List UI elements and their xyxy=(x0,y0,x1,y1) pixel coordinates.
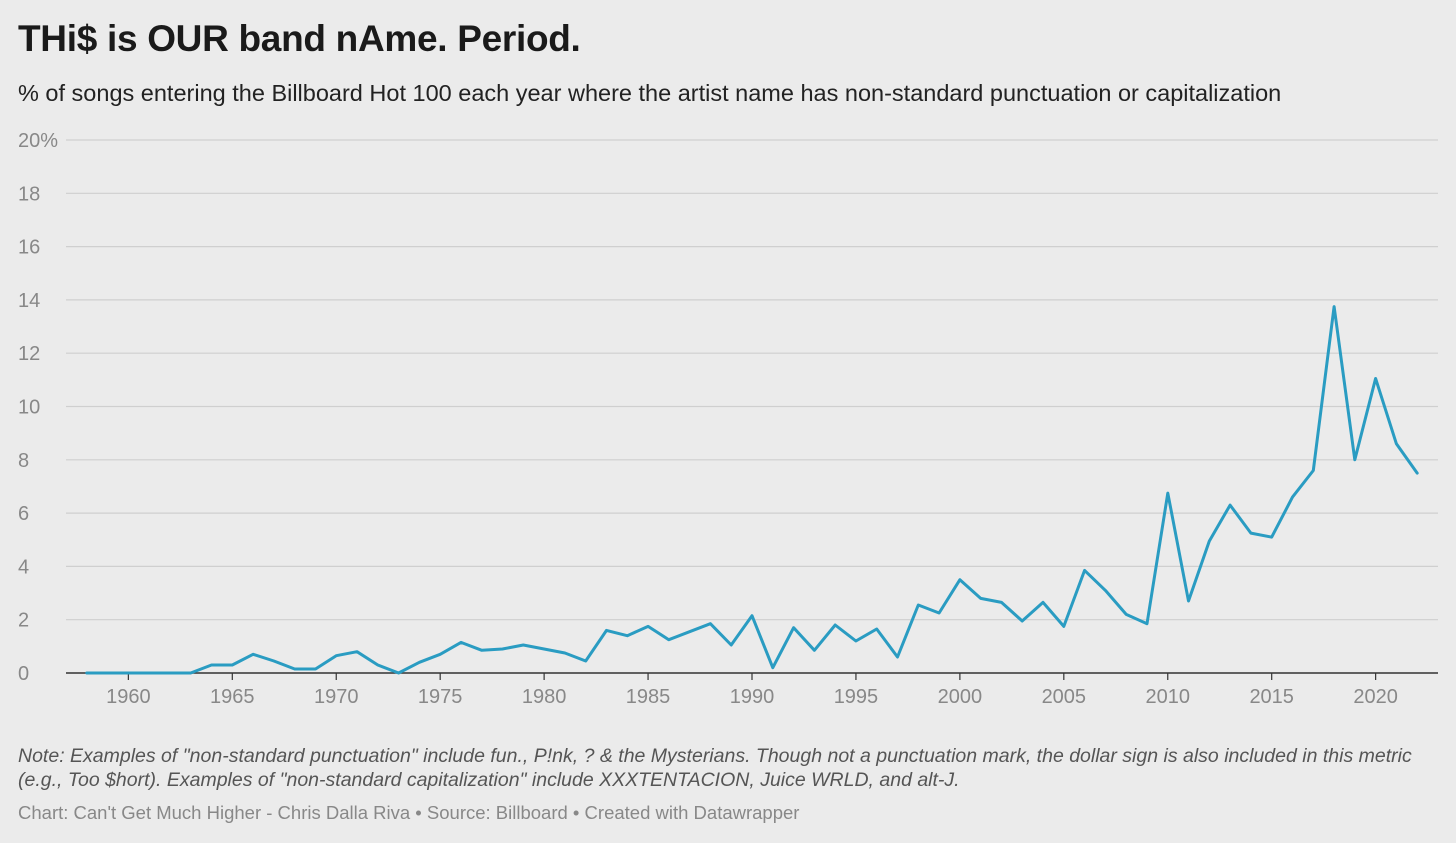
data-point xyxy=(647,625,650,628)
data-point xyxy=(439,653,442,656)
data-point xyxy=(1270,536,1273,539)
series-line-0 xyxy=(85,305,1419,675)
x-tick-label: 1965 xyxy=(210,686,255,708)
data-point xyxy=(1145,622,1148,625)
data-point xyxy=(1416,472,1419,475)
data-point xyxy=(605,629,608,632)
x-tick-label: 2020 xyxy=(1353,686,1398,708)
data-point xyxy=(272,660,275,663)
y-tick-label: 14 xyxy=(18,290,40,312)
y-axis-ticks: 0 2 4 6 8 10 12 14 16 18 20% xyxy=(18,130,58,685)
data-point xyxy=(688,630,691,633)
data-point xyxy=(522,644,525,647)
chart-credits: Chart: Can't Get Much Higher - Chris Dal… xyxy=(18,802,800,823)
data-point xyxy=(1104,589,1107,592)
data-point xyxy=(1042,601,1045,604)
data-point xyxy=(231,664,234,667)
data-point xyxy=(938,612,941,615)
data-point xyxy=(127,672,130,675)
y-tick-label: 8 xyxy=(18,450,29,472)
data-point xyxy=(106,672,109,675)
x-tick-label: 2015 xyxy=(1249,686,1294,708)
chart-title: THi$ is OUR band nAme. Period. xyxy=(18,18,581,59)
data-point xyxy=(148,672,151,675)
data-point xyxy=(1229,504,1232,507)
data-point xyxy=(376,664,379,667)
data-point xyxy=(335,654,338,657)
y-tick-label: 0 xyxy=(18,663,29,685)
data-point xyxy=(314,668,317,671)
data-point xyxy=(730,644,733,647)
data-point xyxy=(792,626,795,629)
x-tick-label: 1985 xyxy=(626,686,671,708)
data-point xyxy=(667,638,670,641)
x-tick-label: 1980 xyxy=(522,686,567,708)
x-tick-label: 2010 xyxy=(1146,686,1191,708)
data-point xyxy=(1374,377,1377,380)
data-point xyxy=(1021,620,1024,623)
x-tick-label: 1995 xyxy=(834,686,879,708)
x-tick-label: 1975 xyxy=(418,686,463,708)
data-point xyxy=(543,648,546,651)
data-point xyxy=(751,614,754,617)
data-point xyxy=(1291,496,1294,499)
y-tick-label: 16 xyxy=(18,237,40,259)
x-axis-ticks: 1960 1965 1970 1975 1980 1985 1990 1995 2000 2005… xyxy=(106,673,1398,708)
data-point xyxy=(958,578,961,581)
data-point xyxy=(1125,613,1128,616)
y-tick-label: 6 xyxy=(18,503,29,525)
x-tick-label: 1960 xyxy=(106,686,151,708)
x-tick-label: 1990 xyxy=(730,686,775,708)
y-tick-label: 4 xyxy=(18,556,29,578)
data-point xyxy=(1353,458,1356,461)
data-point xyxy=(480,649,483,652)
data-point xyxy=(1083,569,1086,572)
data-point xyxy=(854,640,857,643)
data-point xyxy=(834,624,837,627)
data-point xyxy=(584,660,587,663)
data-point xyxy=(1249,532,1252,535)
data-point xyxy=(397,672,400,675)
data-point xyxy=(813,649,816,652)
data-point xyxy=(875,628,878,631)
data-point xyxy=(771,666,774,669)
data-point xyxy=(252,653,255,656)
data-point xyxy=(1395,442,1398,445)
data-point xyxy=(210,664,213,667)
data-point xyxy=(356,650,359,653)
y-tick-label: 20% xyxy=(18,130,58,152)
data-point xyxy=(501,648,504,651)
y-tick-label: 2 xyxy=(18,610,29,632)
data-point xyxy=(896,656,899,659)
data-point xyxy=(1062,625,1065,628)
data-point xyxy=(709,622,712,625)
y-tick-label: 12 xyxy=(18,343,40,365)
x-tick-label: 2005 xyxy=(1042,686,1087,708)
data-point xyxy=(189,672,192,675)
gridlines xyxy=(66,139,1438,674)
data-point xyxy=(979,597,982,600)
data-point xyxy=(85,672,88,675)
data-point xyxy=(626,634,629,637)
data-point xyxy=(418,661,421,664)
data-point xyxy=(1208,540,1211,543)
data-point xyxy=(1000,601,1003,604)
x-tick-label: 2000 xyxy=(938,686,983,708)
series-layer xyxy=(85,305,1419,675)
data-point xyxy=(1187,600,1190,603)
data-point xyxy=(563,652,566,655)
y-tick-label: 18 xyxy=(18,183,40,205)
data-point xyxy=(1312,469,1315,472)
chart-subtitle: % of songs entering the Billboard Hot 10… xyxy=(18,80,1282,106)
data-point xyxy=(1333,305,1336,308)
y-tick-label: 10 xyxy=(18,397,40,419)
x-tick-label: 1970 xyxy=(314,686,359,708)
data-point xyxy=(917,604,920,607)
data-point xyxy=(459,641,462,644)
data-point xyxy=(168,672,171,675)
chart-note: Note: Examples of "non-standard punctuat… xyxy=(18,745,1412,791)
data-point xyxy=(1166,492,1169,495)
data-point xyxy=(293,668,296,671)
